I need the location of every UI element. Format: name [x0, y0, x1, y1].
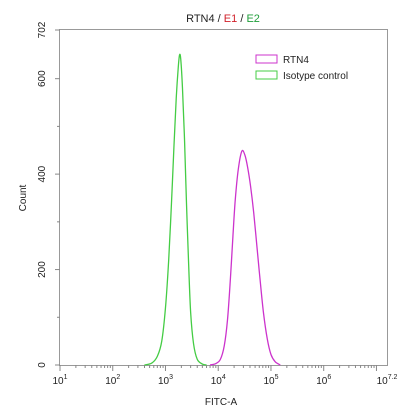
title-part-marker: RTN4: [186, 13, 215, 25]
x-tick-base: 10: [377, 376, 389, 387]
x-tick-base: 10: [158, 376, 170, 387]
x-tick-base: 10: [316, 376, 328, 387]
x-tick-label: 105: [263, 374, 278, 387]
y-tick-label: 702: [37, 21, 48, 38]
y-axis-label: Count: [18, 184, 29, 211]
title-part-sep1: /: [215, 13, 224, 25]
x-tick-base: 10: [211, 376, 223, 387]
x-tick-exponent: 2: [116, 374, 120, 381]
title-part-e1: E1: [224, 13, 237, 25]
x-tick-label: 107.2: [377, 374, 398, 387]
y-axis-ticks: 0 200 400 600 702: [37, 21, 60, 368]
y-tick-label: 0: [37, 362, 48, 368]
x-tick-label: 103: [158, 374, 173, 387]
x-tick-label: 106: [316, 374, 331, 387]
series-rtn4-curve: [209, 149, 281, 366]
title-part-sep2: /: [237, 13, 246, 25]
x-tick-exponent: 1: [64, 374, 68, 381]
legend-label-rtn4: RTN4: [283, 55, 309, 66]
x-tick-base: 10: [52, 376, 64, 387]
plot-frame: [59, 29, 388, 366]
x-tick-label: 102: [105, 374, 120, 387]
x-axis-ticks: 101 102 103 104 105 106 107.2: [52, 365, 398, 387]
legend-swatch-isotype: [255, 70, 278, 80]
x-tick-exponent: 5: [275, 374, 279, 381]
x-tick-base: 10: [263, 376, 275, 387]
x-tick-base: 10: [105, 376, 117, 387]
x-tick-exponent: 6: [327, 374, 331, 381]
y-tick-label: 400: [37, 165, 48, 182]
x-tick-exponent: 4: [222, 374, 226, 381]
legend-swatch-rtn4: [255, 54, 278, 64]
x-tick-exponent: 7.2: [388, 374, 398, 381]
legend-label-isotype: Isotype control: [283, 71, 348, 82]
x-tick-label: 104: [211, 374, 226, 387]
x-tick-label: 101: [52, 374, 67, 387]
title-part-e2: E2: [246, 13, 259, 25]
y-tick-label: 200: [37, 261, 48, 278]
chart-title: RTN4 / E1 / E2: [186, 13, 260, 25]
series-isotype-curve: [144, 53, 207, 366]
x-tick-exponent: 3: [169, 374, 173, 381]
x-axis-label: FITC-A: [205, 397, 238, 408]
y-tick-label: 600: [37, 70, 48, 87]
histogram-series: [144, 53, 281, 366]
legend: RTN4 Isotype control: [255, 54, 348, 82]
